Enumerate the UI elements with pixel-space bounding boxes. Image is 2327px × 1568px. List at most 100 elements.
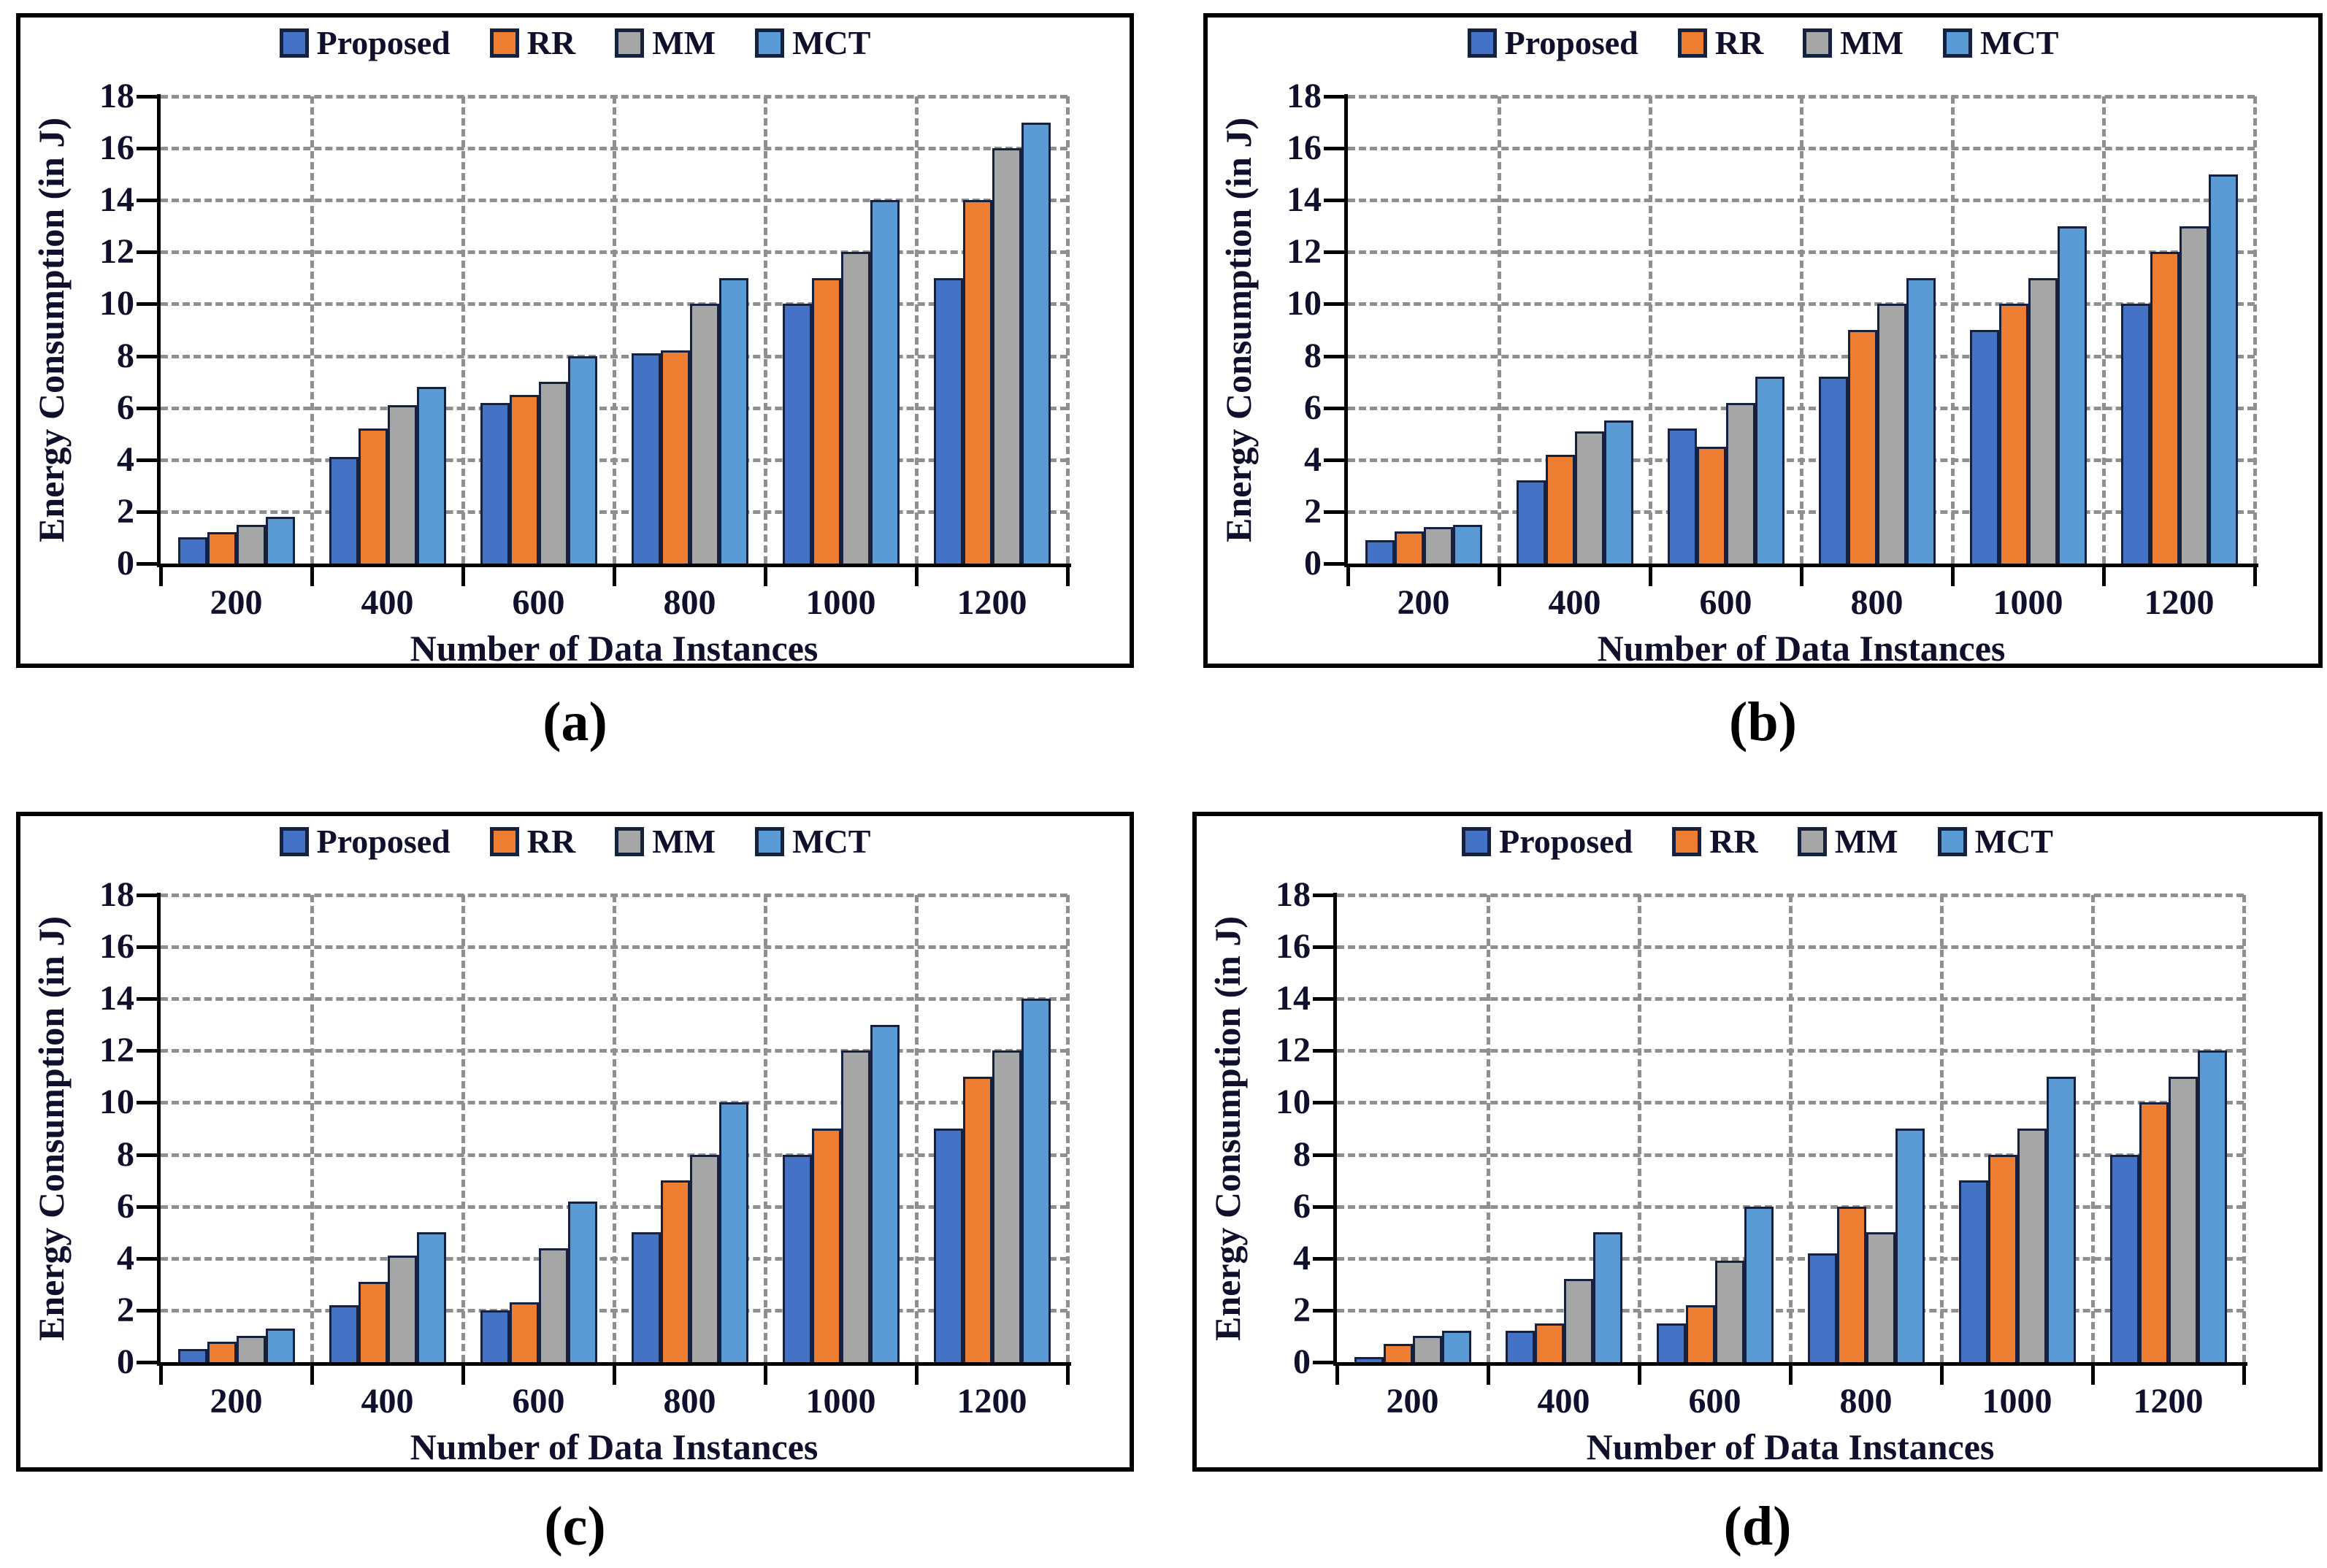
bar-mct: [870, 200, 900, 564]
x-tick-label: 1000: [805, 1382, 876, 1421]
x-tick-label: 600: [512, 1382, 565, 1421]
bar-mm: [992, 1050, 1021, 1362]
bar-mct: [870, 1024, 900, 1362]
legend-item-mct: MCT: [755, 26, 870, 60]
legend-label: RR: [1714, 24, 1764, 61]
x-tick: [2102, 567, 2106, 586]
bar-rr: [1545, 454, 1575, 564]
bar-proposed: [2120, 304, 2150, 564]
legend-label: MCT: [1980, 24, 2059, 61]
y-tick-label: 14: [99, 979, 134, 1018]
y-tick-label: 10: [1287, 284, 1322, 323]
y-tick: [137, 1204, 157, 1209]
legend: Proposed RR MM MCT: [1208, 26, 2318, 60]
legend-item-rr: RR: [1677, 24, 1764, 61]
x-tick: [1638, 1366, 1641, 1385]
legend-swatch-icon: [755, 28, 785, 58]
bar-rr: [962, 1076, 992, 1362]
x-axis-line: [1344, 564, 2258, 567]
x-tick-label: 800: [663, 583, 716, 622]
y-tick-label: 2: [1304, 491, 1322, 531]
x-tick: [1649, 567, 1652, 586]
bar-rr: [1394, 531, 1424, 564]
bar-mct: [718, 277, 748, 564]
bar-mm: [2179, 226, 2209, 564]
x-tick: [1800, 567, 1803, 586]
y-tick-label: 10: [99, 284, 134, 323]
y-tick-label: 8: [117, 1134, 134, 1174]
x-tick-label: 200: [210, 1382, 263, 1421]
bar-mm: [387, 405, 417, 564]
x-tick: [1487, 1366, 1490, 1385]
y-tick-label: 4: [117, 1238, 134, 1277]
y-tick: [137, 945, 157, 950]
y-tick: [1313, 1361, 1333, 1364]
bar-mct: [265, 517, 295, 564]
bar-rr: [811, 1129, 841, 1362]
y-tick: [1324, 562, 1344, 566]
y-tick-label: 0: [1293, 1342, 1311, 1381]
y-tick-label: 16: [99, 927, 134, 966]
bar-mm: [992, 148, 1021, 564]
y-tick: [137, 458, 157, 462]
legend-swatch-icon: [279, 827, 309, 856]
bar-mct: [567, 1201, 597, 1362]
legend-item-mct: MCT: [1937, 825, 2053, 858]
x-axis-title: Number of Data Instances: [410, 628, 819, 668]
x-tick: [1066, 1366, 1070, 1385]
panel-a: Proposed RR MM MCT Energy Consumption (in J)…: [16, 13, 1134, 668]
bar-rr: [2139, 1102, 2169, 1362]
y-tick: [1324, 147, 1344, 151]
plot-area: [1313, 893, 2247, 1385]
legend-swatch-icon: [1943, 28, 1973, 58]
y-tick: [137, 893, 157, 897]
gridline-v: [613, 895, 616, 1362]
gridline-v: [461, 96, 465, 564]
bar-mm: [689, 1154, 719, 1362]
legend-label: RR: [526, 24, 576, 61]
legend-item-proposed: Proposed: [1462, 825, 1633, 858]
legend-label: RR: [1709, 823, 1758, 860]
bar-mm: [1563, 1279, 1593, 1362]
legend: Proposed RR MM MCT: [20, 26, 1130, 60]
x-tick-label: 600: [1699, 583, 1752, 622]
x-tick-label: 400: [361, 583, 414, 622]
gridline-v: [1498, 96, 1501, 564]
legend-item-rr: RR: [1672, 823, 1758, 860]
y-tick-label: 16: [1276, 927, 1311, 966]
y-tick: [1313, 1308, 1333, 1313]
bar-rr: [660, 350, 690, 564]
x-tick-label: 400: [1537, 1382, 1590, 1421]
legend-swatch-icon: [1803, 28, 1833, 58]
y-tick-label: 12: [99, 1031, 134, 1070]
bar-rr: [1534, 1323, 1564, 1362]
legend-item-mm: MM: [615, 825, 716, 858]
bar-proposed: [631, 353, 661, 564]
bar-mm: [1725, 402, 1755, 564]
x-tick-label: 1200: [957, 1382, 1027, 1421]
y-tick-label: 6: [1293, 1186, 1311, 1226]
bar-rr: [1998, 304, 2028, 564]
bar-mm: [387, 1256, 417, 1362]
bar-mct: [265, 1328, 295, 1362]
gridline-v: [310, 96, 314, 564]
plot-area: [1324, 94, 2258, 586]
x-tick-label: 1200: [2133, 1382, 2204, 1421]
y-tick-label: 10: [99, 1083, 134, 1122]
x-tick-label: 200: [210, 583, 263, 622]
y-tick-label: 6: [117, 1186, 134, 1226]
bar-proposed: [177, 537, 207, 564]
y-tick: [1324, 199, 1344, 203]
y-tick-label: 4: [1304, 439, 1322, 479]
y-tick: [1313, 1256, 1333, 1261]
bar-proposed: [1354, 1356, 1384, 1362]
legend-swatch-icon: [1462, 827, 1492, 856]
bar-mm: [840, 1050, 870, 1362]
bar-rr: [1383, 1344, 1413, 1362]
y-tick-label: 18: [99, 875, 134, 914]
bar-proposed: [2109, 1154, 2139, 1362]
bar-mm: [1423, 527, 1453, 564]
y-tick: [1313, 1101, 1333, 1105]
bar-mm: [1876, 304, 1906, 564]
legend-label: MM: [652, 24, 716, 61]
